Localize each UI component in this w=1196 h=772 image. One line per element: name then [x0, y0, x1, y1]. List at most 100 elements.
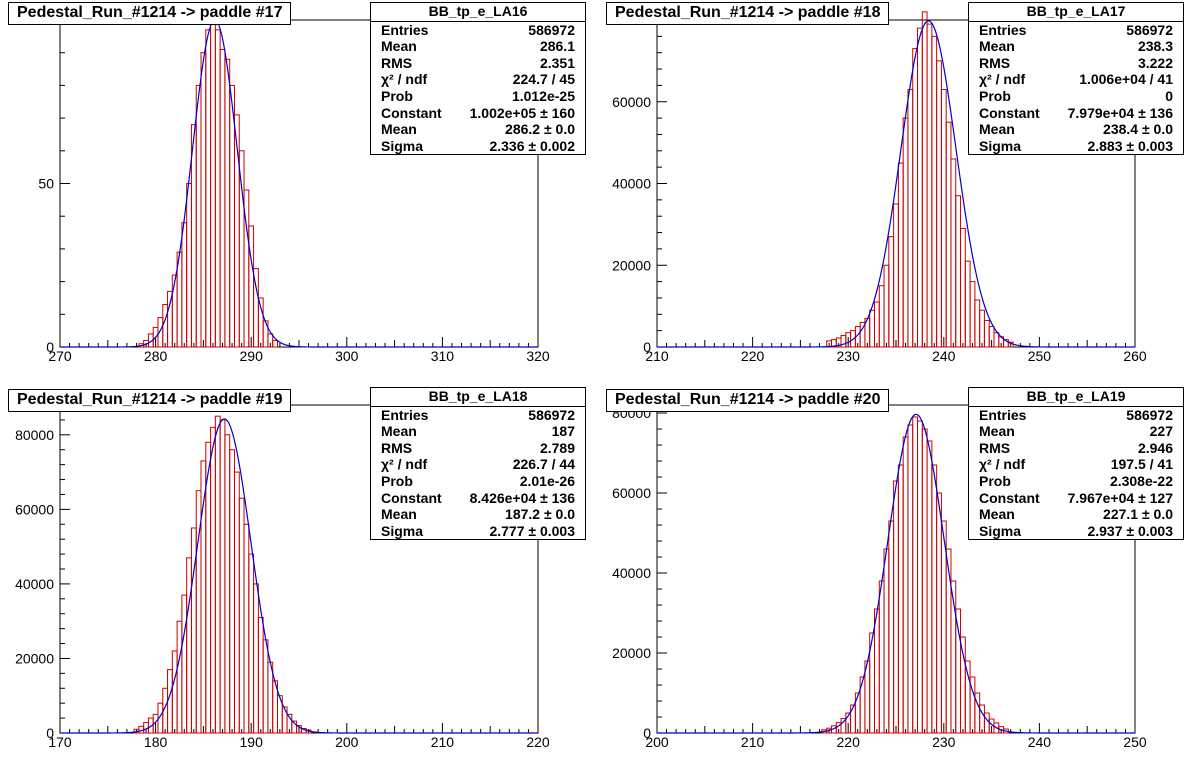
histogram-bar [281, 706, 288, 734]
stats-value-prob: 2.308e-22 [1109, 472, 1173, 489]
stats-value-sigma: 2.336 ± 0.002 [489, 137, 575, 154]
histogram-bar [186, 557, 192, 734]
x-tick-label: 200 [335, 734, 359, 750]
histogram-bar [940, 88, 947, 348]
gaussian-fit-curve [657, 20, 1135, 348]
x-tick-label: 320 [526, 348, 550, 364]
histogram-bar [229, 84, 235, 348]
panel-3-stats-box: BB_tp_e_LA18 Entries 586972 Mean 187 RMS 2.… [370, 387, 586, 541]
x-tick-label: 220 [837, 734, 861, 750]
x-tick-label: 310 [431, 348, 455, 364]
gaussian-fit-curve [60, 19, 538, 348]
stats-value-prob: 0 [1165, 87, 1173, 104]
stats-value-fit-mean: 286.2 ± 0.0 [505, 121, 575, 138]
x-tick-label: 200 [645, 734, 669, 750]
histogram-bar [219, 419, 226, 734]
panel-4-title: Pedestal_Run_#1214 -> paddle #20 [606, 389, 890, 412]
histogram-bar [171, 650, 178, 734]
stats-label-rms: RMS [381, 54, 413, 71]
y-tick-label: 0 [643, 725, 651, 741]
stats-value-rms: 2.946 [1137, 439, 1173, 456]
histogram-bar [897, 464, 904, 734]
histogram-bar [162, 303, 169, 348]
y-tick-label: 40000 [612, 565, 651, 581]
y-tick-label: 80000 [15, 427, 54, 443]
histogram-bar [190, 124, 197, 348]
histogram-bar [931, 35, 938, 348]
y-tick-label: 60000 [15, 501, 54, 517]
stats-label-sigma: Sigma [381, 522, 424, 539]
stats-label-fit-mean: Mean [979, 121, 1015, 138]
x-tick-label: 260 [1123, 348, 1147, 364]
histogram-bar [262, 639, 269, 734]
stats-label-chi2: χ² / ndf [381, 456, 428, 473]
histogram-bar [229, 449, 235, 734]
histogram-bar [205, 29, 212, 348]
stats-value-constant: 1.002e+05 ± 160 [469, 104, 575, 121]
histogram-bar [883, 548, 890, 734]
x-tick-label: 300 [335, 348, 359, 364]
stats-label-constant: Constant [381, 104, 442, 121]
stats-value-sigma: 2.883 ± 0.003 [1087, 137, 1173, 154]
histogram-bar [979, 309, 985, 348]
histogram-bar [267, 661, 274, 734]
x-tick-label: 270 [48, 348, 72, 364]
histogram-bar [850, 704, 856, 734]
panel-1-title: Pedestal_Run_#1214 -> paddle #17 [8, 2, 292, 25]
stats-label-sigma: Sigma [381, 137, 424, 154]
histogram-bar [248, 225, 255, 348]
y-tick-label: 20000 [612, 257, 651, 273]
histogram-bar [238, 497, 245, 734]
x-tick-label: 210 [645, 348, 669, 364]
stats-value-chi2: 224.7 / 45 [512, 71, 575, 88]
x-tick-label: 240 [932, 348, 956, 364]
histogram-bar [974, 299, 981, 348]
y-tick-label: 60000 [612, 485, 651, 501]
y-tick-label: 0 [46, 725, 54, 741]
histogram-bar [955, 195, 962, 348]
histogram-bar [248, 553, 255, 734]
histogram-bar [936, 60, 942, 348]
histogram-bar [878, 285, 885, 348]
stats-label-chi2: χ² / ndf [979, 456, 1026, 473]
x-tick-label: 240 [1028, 734, 1052, 750]
stats-label-mean: Mean [381, 38, 417, 55]
x-tick-label: 250 [1028, 348, 1052, 364]
x-tick-label: 280 [144, 348, 168, 364]
histogram-bar [219, 48, 226, 348]
histogram-bar [912, 416, 919, 734]
histogram-bar [926, 440, 933, 734]
stats-value-chi2: 197.5 / 41 [1110, 456, 1173, 473]
histogram-bar [873, 301, 880, 348]
stats-label-mean: Mean [979, 38, 1015, 55]
histogram-bar [945, 121, 952, 348]
histogram-bar [181, 222, 188, 348]
y-tick-label: 60000 [612, 94, 651, 110]
stats-label-prob: Prob [979, 472, 1011, 489]
stats-label-constant: Constant [381, 489, 442, 506]
histogram-bar [272, 339, 278, 348]
histogram-bar [893, 203, 899, 348]
histogram-bar [993, 332, 1000, 348]
histogram-panel-3: 170 180 190 200 210 220 0 20000 40000 60000 80000 [15, 404, 550, 750]
stats-value-rms: 2.789 [539, 439, 575, 456]
stats-label-sigma: Sigma [979, 137, 1022, 154]
stats-value-entries: 586972 [1126, 406, 1173, 423]
histogram-bar [195, 84, 202, 348]
histogram-bar [878, 580, 885, 734]
stats-label-fit-mean: Mean [381, 506, 417, 523]
stats-histogram-name: BB_tp_e_LA19 [969, 388, 1183, 407]
stats-value-entries: 586972 [528, 21, 575, 38]
histogram-bar [921, 11, 928, 348]
gaussian-fit-curve [60, 418, 538, 734]
histogram-bar [257, 616, 264, 734]
stats-value-entries: 586972 [1126, 21, 1173, 38]
x-tick-label: 170 [48, 734, 72, 750]
y-tick-label: 40000 [612, 176, 651, 192]
stats-label-mean: Mean [979, 423, 1015, 440]
histogram-bar [888, 520, 895, 734]
panel-3-title: Pedestal_Run_#1214 -> paddle #19 [8, 389, 292, 412]
stats-value-constant: 8.426e+04 ± 136 [469, 489, 575, 506]
stats-histogram-name: BB_tp_e_LA17 [969, 3, 1183, 22]
stats-value-mean: 187 [551, 423, 575, 440]
